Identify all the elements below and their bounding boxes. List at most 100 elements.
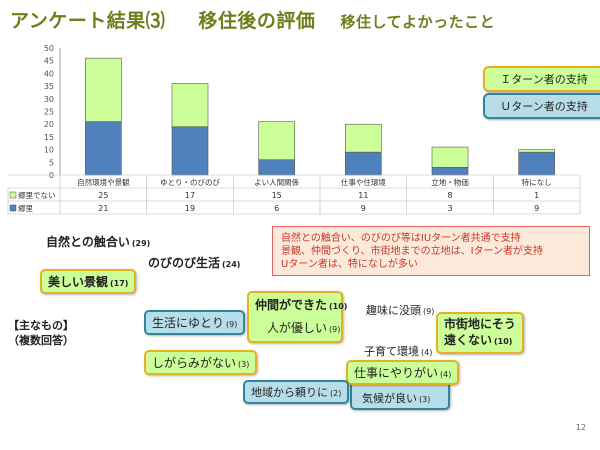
keyword-count: (4): [440, 370, 452, 379]
series-label: 郷里でない: [18, 191, 56, 200]
y-tick-label: 5: [49, 158, 54, 167]
keyword-label: 気候が良い: [362, 392, 417, 405]
bar-segment: [431, 167, 469, 176]
keyword-label: 自然との触合い: [46, 235, 130, 249]
keyword-count: (9): [329, 325, 341, 334]
table-value: 15: [272, 191, 282, 200]
keyword-keikan: 美しい景観 (17): [40, 269, 137, 294]
title-subtitle: 移住してよかったこと: [340, 13, 496, 31]
bar-segment: [345, 151, 382, 176]
y-tick-label: 15: [44, 133, 54, 142]
table-value: 9: [361, 204, 366, 213]
legend-swatch: [9, 204, 17, 212]
note-line: 自然との触合い、のびのび等はIUターン者共通で支持: [281, 233, 521, 244]
keyword-label: 美しい景観: [48, 275, 109, 289]
x-category-label: よい人間関係: [254, 178, 299, 187]
page-title: アンケート結果⑶ 移住後の評価 移住してよかったこと: [10, 6, 495, 33]
keyword-count: (10): [494, 337, 513, 346]
y-tick-label: 35: [44, 82, 54, 91]
y-tick-label: 25: [44, 108, 54, 117]
legend-swatch: [9, 191, 17, 199]
table-value: 1: [534, 191, 539, 200]
x-category-label: ゆとり・のびのび: [160, 178, 220, 187]
bar-segment: [518, 149, 555, 153]
keyword-count: (4): [421, 348, 433, 357]
keyword-kosodate: 子育て環境 (4): [364, 343, 432, 359]
keyword-label: 人が優しい: [267, 321, 328, 335]
legend-u-turn: Ｕターン者の支持: [483, 93, 600, 119]
multiple-answer-note: 【主なもの】 （複数回答）: [8, 318, 74, 348]
bar-segment: [518, 151, 555, 176]
keyword-shigarami: しがらみがない (3): [144, 350, 258, 375]
page-number: 12: [575, 423, 586, 432]
keyword-shumi: 趣味に没頭 (9): [366, 302, 434, 318]
keyword-label: 市街地にそう: [444, 317, 516, 331]
bar-segment: [85, 121, 122, 176]
bar-segment: [345, 123, 382, 153]
note-line: Uターン者は、特になしが多い: [281, 259, 418, 270]
y-tick-label: 40: [44, 69, 54, 78]
keyword-shigoto: 仕事にやりがい (4): [346, 360, 460, 385]
chart-data-table: 自然環境や景観 ゆとり・のびのび よい人間関係 仕事や住環境 立地・物価 特になし郷里でな…: [7, 174, 581, 215]
keyword-shigaichi: 市街地にそう 遠くない (10): [436, 312, 524, 354]
keyword-nakama: 仲間ができた (10): [255, 296, 347, 313]
x-category-label: 立地・物価: [431, 177, 469, 187]
y-tick-label: 50: [44, 44, 54, 53]
keyword-label: 趣味に没頭: [366, 304, 421, 317]
summary-note: 自然との触合い、のびのび等はIUターン者共通で支持 景観、仲間づくり、市街地まで…: [272, 226, 590, 276]
bar-segment: [258, 159, 295, 176]
table-value: 25: [98, 191, 108, 200]
table-value: 19: [185, 204, 195, 213]
keyword-label: 仲間ができた: [255, 298, 328, 312]
side-note-line: 【主なもの】: [8, 319, 74, 332]
keyword-hitoyasashii: 人が優しい (9): [267, 319, 340, 336]
table-value: 6: [274, 204, 279, 213]
note-line: 景観、仲間づくり、市街地までの立地は、Iターン者が支持: [281, 246, 544, 257]
legend-i-turn: Ｉターン者の支持: [483, 66, 600, 92]
keyword-group-nakama: 仲間ができた (10) 人が優しい (9): [247, 291, 347, 343]
title-main: アンケート結果⑶: [10, 10, 166, 32]
keyword-count: (10): [329, 302, 348, 311]
keyword-count: (17): [110, 279, 129, 288]
keyword-shizen: 自然との触合い (29): [46, 233, 150, 250]
keyword-label: しがらみがない: [152, 356, 237, 370]
keyword-label: 地域から頼りに: [251, 386, 328, 399]
keyword-nobinobi: のびのび生活 (24): [148, 254, 240, 271]
stacked-bar-chart: 0 5 10 15 20 25 30 35 40 45 50 自然環境や景観 ゆとり・のびのび よい人間…: [7, 44, 581, 215]
table-value: 9: [534, 204, 539, 213]
y-tick-label: 45: [44, 57, 54, 66]
bar-segment: [171, 126, 209, 176]
keyword-count: (24): [222, 260, 241, 269]
y-tick-label: 0: [49, 171, 54, 180]
keyword-label: 生活にゆとり: [152, 316, 225, 330]
chart-axes: 0 5 10 15 20 25 30 35 40 45 50: [44, 44, 61, 180]
keyword-kikou: 気候が良い (3): [362, 390, 442, 406]
y-tick-label: 30: [44, 95, 54, 104]
keyword-label: 遠くない: [444, 333, 493, 347]
keyword-seikatsu-yutori: 生活にゆとり (9): [144, 310, 246, 335]
x-category-label: 仕事や住環境: [341, 177, 386, 187]
keyword-count: (2): [330, 389, 342, 398]
table-value: 21: [98, 204, 108, 213]
keyword-label: 仕事にやりがい: [354, 366, 439, 380]
x-category-label: 自然環境や景観: [77, 177, 130, 187]
keyword-count: (29): [131, 239, 151, 248]
bar-segment: [431, 146, 469, 168]
bar-segment: [258, 121, 295, 161]
table-value: 3: [447, 204, 452, 213]
bar-segment: [85, 57, 122, 122]
keyword-count: (9): [226, 320, 238, 329]
title-section: 移住後の評価: [198, 10, 316, 32]
keyword-count: (3): [419, 395, 431, 404]
y-tick-label: 20: [44, 120, 54, 129]
y-tick-label: 10: [44, 146, 54, 155]
x-category-label: 特になし: [522, 177, 552, 187]
keyword-chiiki: 地域から頼りに (2): [243, 380, 350, 404]
side-note-line: （複数回答）: [8, 334, 74, 347]
table-value: 17: [185, 191, 195, 200]
bar-segment: [171, 83, 209, 128]
keyword-label: 子育て環境: [364, 345, 419, 358]
chart-bars: [85, 57, 555, 176]
table-value: 11: [358, 191, 368, 200]
keyword-count: (9): [423, 307, 435, 316]
